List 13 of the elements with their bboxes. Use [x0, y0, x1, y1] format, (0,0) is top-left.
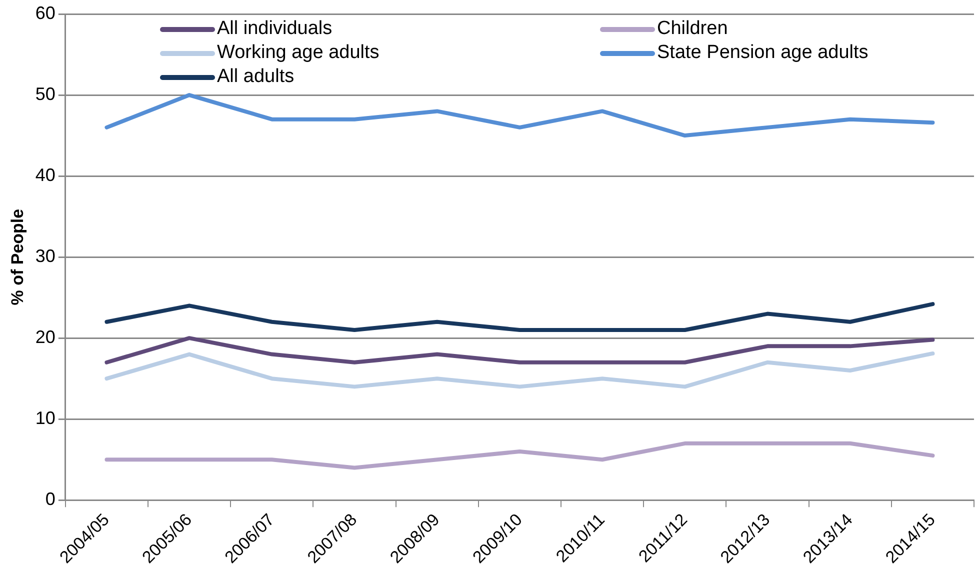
y-axis-title: % of People [8, 208, 27, 306]
y-tick-label: 20 [35, 327, 56, 348]
legend-label: Children [657, 18, 728, 40]
y-tick-label: 30 [35, 246, 56, 266]
legend-label: Working age adults [217, 42, 380, 64]
y-tick-label: 40 [35, 165, 56, 186]
legend-label: All individuals [217, 18, 332, 40]
y-tick-label: 60 [35, 2, 56, 23]
legend-label: State Pension age adults [657, 42, 868, 64]
y-tick-label: 10 [35, 408, 56, 428]
y-tick-label: 50 [35, 84, 56, 104]
y-tick-label: 0 [45, 489, 56, 510]
legend-label: All adults [217, 66, 294, 88]
